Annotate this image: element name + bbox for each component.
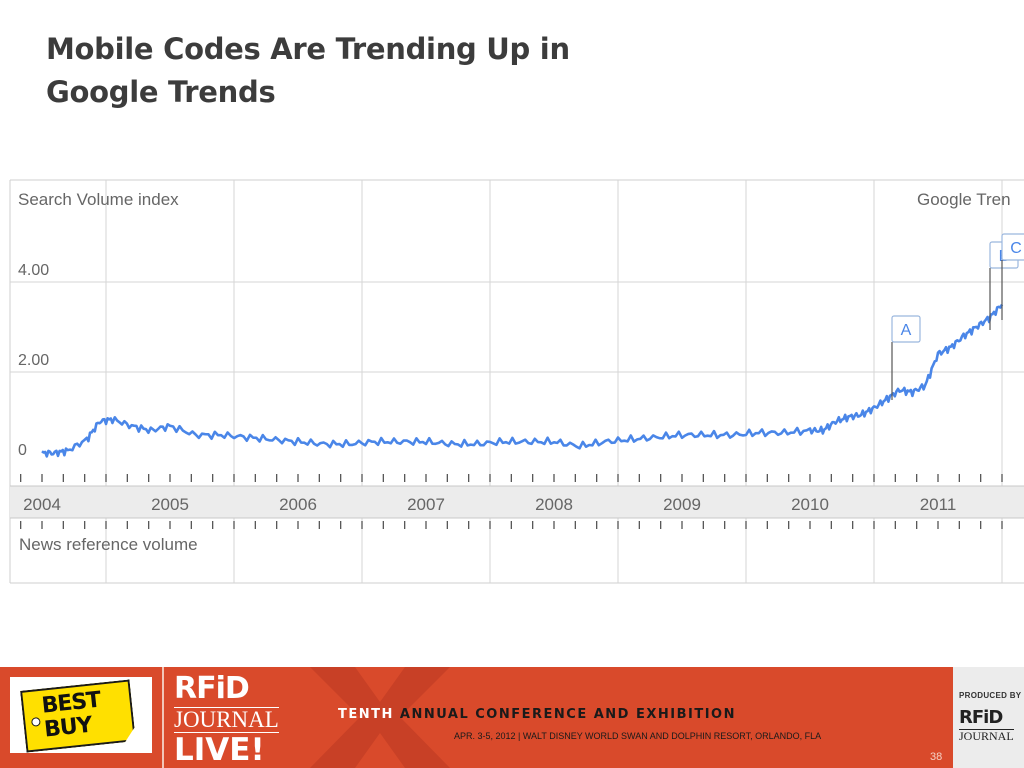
tenth-label: TENTH: [338, 707, 394, 722]
annotation-flag-label: A: [901, 322, 912, 339]
chart-grid: [9, 179, 1024, 584]
x-decoration-icon: [310, 667, 450, 768]
x-tick-label: 2011: [920, 495, 957, 514]
conference-label: ANNUAL CONFERENCE AND EXHIBITION: [399, 707, 736, 722]
footer-divider: [162, 667, 164, 768]
conference-footer-banner: BEST BUY RFiD JOURNAL LIVE! TENTH ANNUAL…: [0, 667, 1024, 768]
best-buy-wordmark: BEST BUY: [41, 686, 134, 743]
chart-labels: Search Volume index Google Tren News ref…: [18, 190, 1011, 554]
best-buy-logo: BEST BUY: [20, 679, 136, 752]
y-tick-label: 2.00: [18, 352, 49, 369]
x-tick-label: 2005: [151, 495, 189, 514]
x-tick-label: 2007: [407, 495, 445, 514]
search-volume-label: Search Volume index: [18, 190, 179, 209]
news-reference-label: News reference volume: [19, 535, 198, 554]
slide-title-line-2: Google Trends: [46, 75, 276, 109]
x-tick-label: 2004: [23, 495, 61, 514]
x-tick-label: 2010: [791, 495, 829, 514]
slide-number: 38: [930, 751, 943, 763]
year-axis-band: [10, 485, 1024, 519]
produced-by-label: PRODUCED BY: [959, 691, 1022, 700]
chart-annotations: ABC: [891, 233, 1024, 400]
live-wordmark: LIVE!: [174, 732, 265, 768]
year-band-background: [10, 486, 1024, 518]
slide-title-line-1: Mobile Codes Are Trending Up in: [46, 32, 570, 66]
series-line: [41, 303, 1004, 458]
y-axis-tick-labels: 0 2.00 4.00: [18, 262, 49, 459]
google-trends-label: Google Tren: [917, 190, 1011, 209]
x-tick-label: 2009: [663, 495, 701, 514]
conference-heading: TENTH ANNUAL CONFERENCE AND EXHIBITION: [338, 707, 736, 722]
year-axis-ticks: [20, 474, 1003, 529]
y-tick-label: 0: [18, 442, 27, 459]
journal-wordmark: JOURNAL: [174, 707, 279, 733]
produced-by-panel: PRODUCED BY RFiD JOURNAL: [953, 667, 1024, 768]
slide-title: Mobile Codes Are Trending Up in Google T…: [46, 28, 746, 114]
rfid-wordmark: RFiD: [174, 671, 250, 706]
tag-hole-icon: [31, 717, 41, 727]
annotation-flag: [1001, 233, 1024, 261]
venue-line: APR. 3-5, 2012 | WALT DISNEY WORLD SWAN …: [454, 731, 822, 741]
annotation-flag-label: C: [1010, 240, 1022, 257]
annotation-flag: [891, 315, 921, 343]
y-tick-label: 4.00: [18, 262, 49, 279]
journal-small-wordmark: JOURNAL: [959, 729, 1014, 743]
rfid-small-wordmark: RFiD: [959, 707, 1003, 728]
x-tick-label: 2006: [279, 495, 317, 514]
google-trends-chart: Search Volume index Google Tren News ref…: [9, 179, 1024, 584]
series-line-group: [41, 303, 1004, 458]
rfid-journal-live-logo: RFiD JOURNAL LIVE!: [174, 671, 294, 768]
x-tick-label: 2008: [535, 495, 573, 514]
x-axis-tick-labels: 2004 2005 2006 2007 2008 2009 2010 2011: [23, 495, 956, 514]
